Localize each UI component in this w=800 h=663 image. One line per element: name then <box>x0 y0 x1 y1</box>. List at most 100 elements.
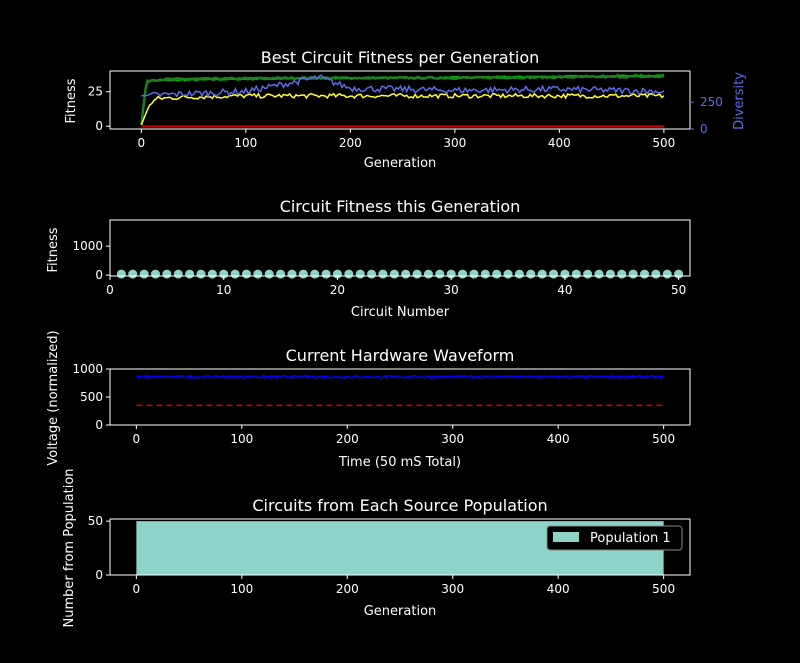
chart2-point <box>651 269 661 279</box>
chart2-point <box>150 269 160 279</box>
chart2-point <box>241 269 251 279</box>
chart2-point <box>594 269 604 279</box>
chart2-point <box>310 269 320 279</box>
chart2-point <box>583 269 593 279</box>
chart2-point <box>469 269 479 279</box>
chart2-xlabel: Circuit Number <box>351 305 450 320</box>
chart3-xtick-label: 500 <box>652 432 675 446</box>
chart2-ytick-label: 0 <box>95 268 103 282</box>
chart1-title: Best Circuit Fitness per Generation <box>261 48 540 67</box>
chart1-ylabel-right: Diversity <box>732 72 747 130</box>
chart1-xtick-label: 500 <box>652 136 675 150</box>
chart2-plot-area: 0 10 20 30 40 50 0 1000 <box>72 219 691 297</box>
chart2-point <box>605 269 615 279</box>
chart2-xtick-label: 10 <box>216 283 231 297</box>
chart2-point <box>355 269 365 279</box>
chart2-point <box>276 269 286 279</box>
chart2-point <box>617 269 627 279</box>
chart4-title: Circuits from Each Source Population <box>252 496 547 515</box>
chart2-point <box>298 269 308 279</box>
chart2-point <box>526 269 536 279</box>
chart1-ytick-label: 25 <box>88 85 103 99</box>
chart3-xtick-label: 100 <box>230 432 253 446</box>
chart4-xtick-label: 100 <box>230 582 253 596</box>
chart2-point <box>128 269 138 279</box>
chart1-xtick-label: 400 <box>548 136 571 150</box>
chart3-ytick-label: 500 <box>80 390 103 404</box>
chart2-point <box>662 269 672 279</box>
chart2-ytick-label: 1000 <box>72 239 103 253</box>
chart2-ylabel: Fitness <box>46 227 61 272</box>
chart4-xtick-label: 0 <box>133 582 141 596</box>
chart1-y2tick-label: 250 <box>700 95 723 109</box>
chart4-xtick-label: 500 <box>652 582 675 596</box>
chart2-point <box>185 269 195 279</box>
chart2-point <box>480 269 490 279</box>
chart4-xtick-label: 200 <box>336 582 359 596</box>
chart2-xtick-label: 40 <box>557 283 572 297</box>
legend-label-population-1: Population 1 <box>590 531 671 546</box>
chart2-point <box>344 269 354 279</box>
chart2-point <box>458 269 468 279</box>
chart2-point <box>253 269 263 279</box>
chart2-frame <box>109 219 691 277</box>
chart2-xtick-label: 0 <box>106 283 114 297</box>
chart2-point <box>549 269 559 279</box>
chart2-point <box>423 269 433 279</box>
chart3-line-voltage <box>135 374 665 380</box>
chart1-ytick-label: 0 <box>95 119 103 133</box>
chart3-xtick-label: 400 <box>547 432 570 446</box>
chart4-frame <box>109 518 691 576</box>
legend-swatch <box>553 532 579 542</box>
chart3-ytick-label: 1000 <box>72 362 103 376</box>
chart2-point <box>116 269 126 279</box>
chart4-legend: Population 1 <box>546 525 683 551</box>
chart1-xtick-label: 200 <box>339 136 362 150</box>
chart2-point <box>264 269 274 279</box>
chart3-title: Current Hardware Waveform <box>286 346 515 365</box>
chart2-point <box>503 269 513 279</box>
chart4-xlabel: Generation <box>364 604 437 619</box>
chart4-ylabel: Number from Population <box>62 468 77 627</box>
chart2-point <box>435 269 445 279</box>
chart2-point <box>571 269 581 279</box>
chart1-line-best <box>140 73 665 125</box>
chart1-line-diversity <box>141 74 665 99</box>
chart2-point <box>389 269 399 279</box>
chart3-ytick-label: 0 <box>95 418 103 432</box>
chart3-xtick-label: 0 <box>133 432 141 446</box>
chart2-point <box>537 269 547 279</box>
chart3-ylabel: Voltage (normalized) <box>46 330 61 465</box>
chart1-frame <box>109 70 691 130</box>
chart1-line-avg <box>140 92 665 126</box>
chart2-point <box>173 269 183 279</box>
chart1-xtick-label: 100 <box>234 136 257 150</box>
chart2-title: Circuit Fitness this Generation <box>280 197 521 216</box>
chart1-xtick-label: 0 <box>138 136 146 150</box>
chart2-point <box>412 269 422 279</box>
chart2-point <box>321 269 331 279</box>
chart1-ylabel: Fitness <box>64 78 79 123</box>
chart2-xtick-label: 20 <box>330 283 345 297</box>
chart4-xtick-label: 300 <box>441 582 464 596</box>
chart2-point <box>139 269 149 279</box>
chart2-xtick-label: 50 <box>671 283 686 297</box>
legend-box <box>546 525 683 551</box>
chart2-point <box>230 269 240 279</box>
chart2-point <box>401 269 411 279</box>
chart4-ytick-label: 0 <box>95 568 103 582</box>
chart2-point <box>162 269 172 279</box>
chart2-point <box>207 269 217 279</box>
chart2-point <box>287 269 297 279</box>
chart1-y2tick-label: 0 <box>700 122 708 136</box>
chart3-plot-area: 0 100 200 300 400 500 0 500 1000 <box>72 362 691 446</box>
chart3-xtick-label: 200 <box>336 432 359 446</box>
chart2-point <box>492 269 502 279</box>
chart2-point <box>196 269 206 279</box>
chart4-xtick-label: 400 <box>547 582 570 596</box>
chart2-point <box>640 269 650 279</box>
chart2-point <box>514 269 524 279</box>
chart1-line-best_band <box>140 74 664 126</box>
